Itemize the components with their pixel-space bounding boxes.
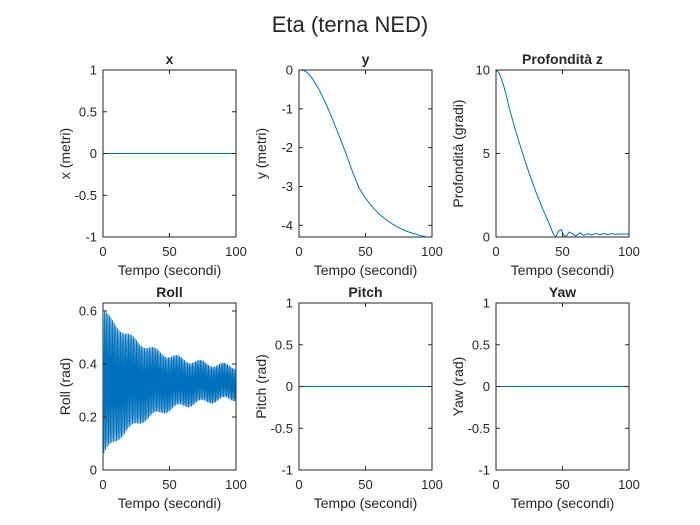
x-tick-label: 0 [492,477,499,492]
subplot-5: 0 50 100 -1 -0.5 0 0.5 1 Yaw Tempo (secondi) Yaw (… [450,284,640,511]
x-tick-label: 0 [99,244,106,259]
x-tick-label: 100 [225,477,247,492]
y-tick-label: 0 [483,379,490,394]
subplot-1: 0 50 100 -4 -3 -2 -1 0 y Tempo (secondi) y (metri) [253,51,443,278]
subplot-title: Profondità z [522,51,603,67]
x-tick-label: 50 [162,244,176,259]
y-tick-label: 0 [286,63,293,78]
y-tick-label: 0.2 [79,409,97,424]
y-tick-label: 1 [286,296,293,311]
x-axis-label: Tempo (secondi) [118,262,222,278]
y-tick-label: -1 [478,463,490,478]
subplot-0: 0 50 100 -1 -0.5 0 0.5 1 x Tempo (secondi) x (metr… [57,51,247,278]
x-tick-label: 50 [555,244,569,259]
y-tick-label: 1 [90,63,97,78]
subplot-title: x [166,51,174,67]
y-tick-label: 0.5 [275,337,293,352]
x-tick-label: 0 [295,244,302,259]
x-tick-label: 50 [555,477,569,492]
x-axis-label: Tempo (secondi) [314,262,418,278]
y-axis-label: x (metri) [57,128,73,179]
y-tick-label: -0.5 [271,421,293,436]
y-tick-label: 1 [483,296,490,311]
y-tick-label: -1 [85,230,97,245]
y-tick-label: -1 [281,463,293,478]
x-tick-label: 50 [358,244,372,259]
y-tick-label: -3 [281,179,293,194]
y-tick-label: 5 [483,146,490,161]
subplot-title: y [362,51,370,67]
subplot-2: 0 50 100 0 5 10 Profondità z Tempo (secondi) Pro… [450,51,640,278]
x-tick-label: 0 [295,477,302,492]
subplot-3: 0 50 100 0 0.2 0.4 0.6 Roll Tempo (secondi) Roll … [57,284,247,511]
x-tick-label: 50 [358,477,372,492]
x-tick-label: 100 [421,477,443,492]
y-tick-label: 10 [476,63,490,78]
y-axis-label: y (metri) [253,128,269,179]
x-tick-label: 0 [99,477,106,492]
x-tick-label: 100 [618,477,640,492]
y-tick-label: 0.5 [472,337,490,352]
x-tick-label: 100 [618,244,640,259]
x-axis-label: Tempo (secondi) [118,495,222,511]
x-tick-label: 50 [162,477,176,492]
y-tick-label: -4 [281,218,293,233]
y-tick-label: 0.6 [79,303,97,318]
x-axis-label: Tempo (secondi) [511,495,615,511]
y-tick-label: 0 [483,230,490,245]
subplot-title: Roll [156,284,182,300]
subplot-title: Yaw [549,284,576,300]
y-axis-label: Pitch (rad) [253,354,269,419]
y-tick-label: -0.5 [75,188,97,203]
y-tick-label: -1 [281,101,293,116]
x-tick-label: 100 [225,244,247,259]
subplot-4: 0 50 100 -1 -0.5 0 0.5 1 Pitch Tempo (secondi) Pit… [253,284,443,511]
series-line [299,70,430,237]
y-tick-label: 0.4 [79,356,97,371]
y-tick-label: -2 [281,140,293,155]
figure-title: Eta (terna NED) [272,12,429,37]
y-tick-label: 0 [90,146,97,161]
x-axis-label: Tempo (secondi) [511,262,615,278]
plot-area [298,69,433,238]
plot-area [495,69,630,238]
y-tick-label: 0.5 [79,104,97,119]
x-tick-label: 0 [492,244,499,259]
y-axis-label: Profondità (gradi) [450,99,466,207]
y-axis-label: Roll (rad) [57,358,73,416]
x-tick-label: 100 [421,244,443,259]
series-line [103,310,236,454]
series-line [496,70,629,237]
y-tick-label: -0.5 [468,421,490,436]
y-axis-label: Yaw (rad) [450,357,466,417]
x-axis-label: Tempo (secondi) [314,495,418,511]
y-tick-label: 0 [90,463,97,478]
y-tick-label: 0 [286,379,293,394]
subplot-title: Pitch [348,284,382,300]
